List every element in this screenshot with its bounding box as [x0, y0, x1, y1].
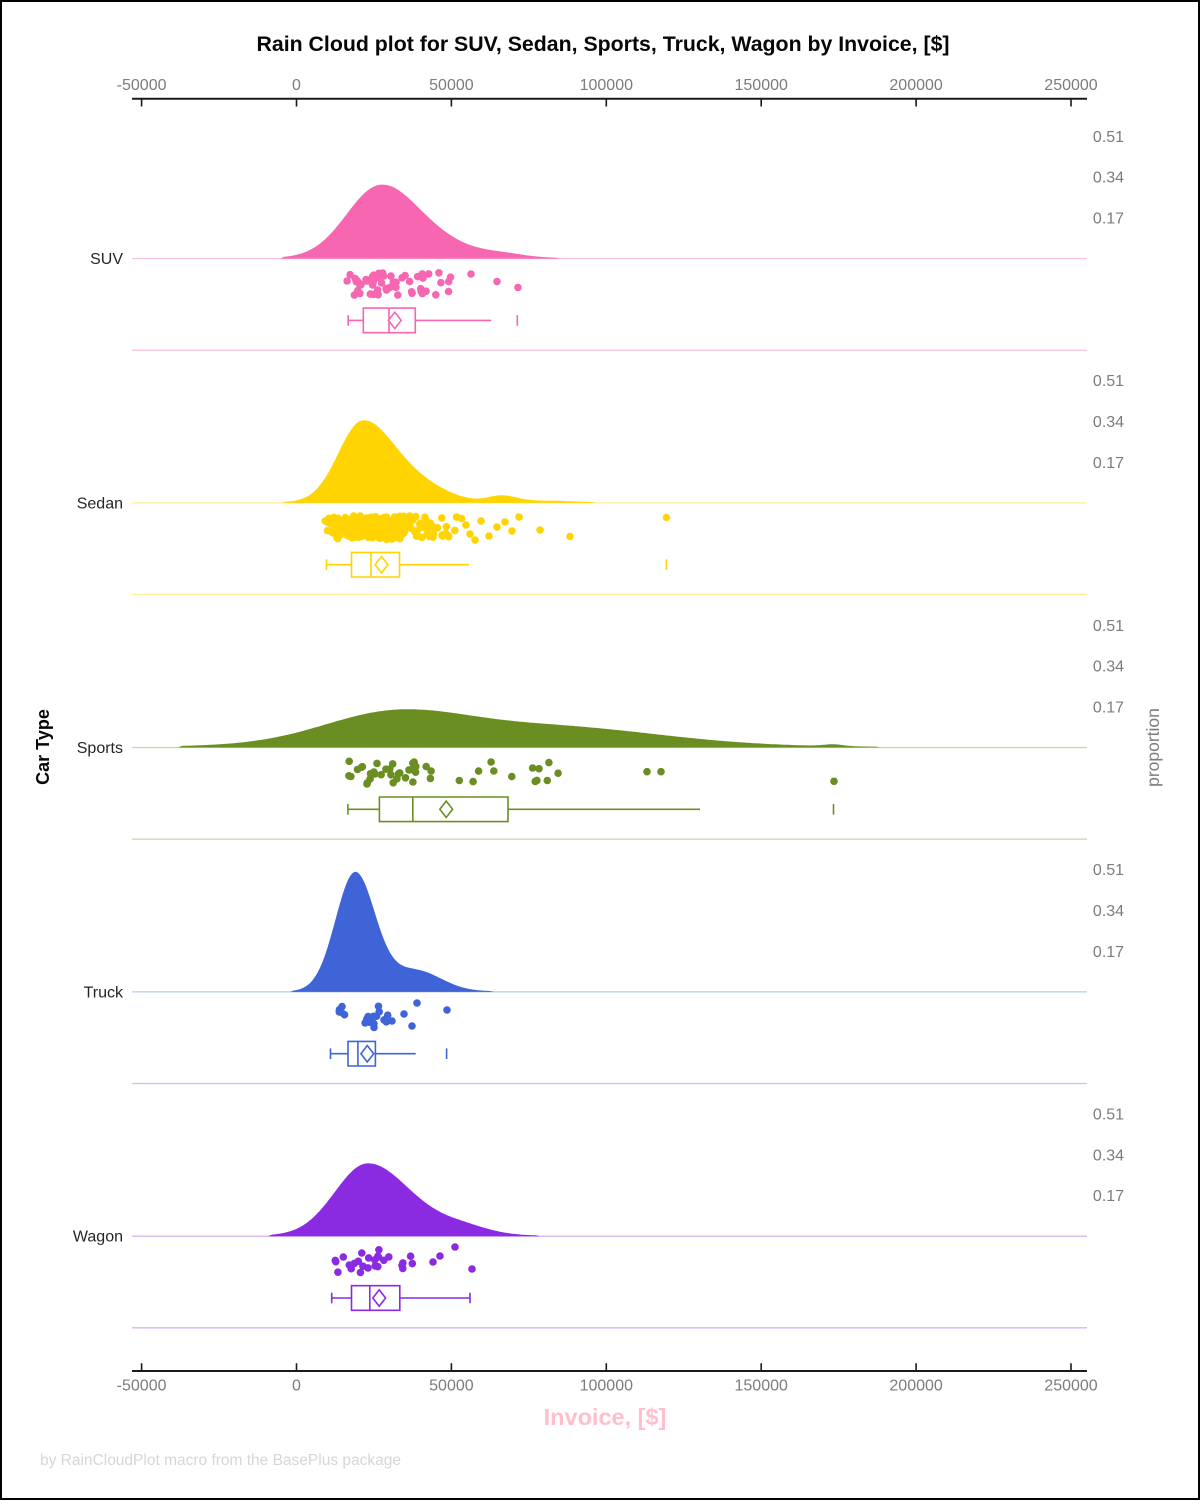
- svg-text:-50000: -50000: [117, 77, 167, 94]
- svg-text:0.17: 0.17: [1093, 211, 1124, 228]
- svg-text:0.51: 0.51: [1093, 862, 1124, 879]
- svg-text:proportion: proportion: [1143, 708, 1163, 787]
- svg-text:200000: 200000: [889, 1378, 942, 1395]
- svg-text:150000: 150000: [735, 1378, 788, 1395]
- svg-text:SUV: SUV: [90, 251, 123, 268]
- svg-text:0.34: 0.34: [1093, 170, 1124, 187]
- svg-text:Invoice, [$]: Invoice, [$]: [544, 1404, 667, 1430]
- svg-text:Car Type: Car Type: [33, 709, 53, 785]
- svg-text:0.17: 0.17: [1093, 944, 1124, 961]
- svg-text:150000: 150000: [735, 77, 788, 94]
- svg-text:Sports: Sports: [77, 740, 123, 757]
- svg-text:0: 0: [292, 1378, 301, 1395]
- svg-text:Wagon: Wagon: [73, 1229, 123, 1246]
- svg-text:0.51: 0.51: [1093, 129, 1124, 146]
- svg-text:250000: 250000: [1044, 77, 1097, 94]
- svg-text:0.17: 0.17: [1093, 1188, 1124, 1205]
- svg-text:0: 0: [292, 77, 301, 94]
- svg-text:100000: 100000: [580, 77, 633, 94]
- svg-text:0.17: 0.17: [1093, 699, 1124, 716]
- svg-text:by RainCloudPlot macro from th: by RainCloudPlot macro from the BasePlus…: [40, 1452, 401, 1469]
- svg-text:0.34: 0.34: [1093, 414, 1124, 431]
- svg-text:100000: 100000: [580, 1378, 633, 1395]
- svg-text:0.34: 0.34: [1093, 903, 1124, 920]
- svg-text:Truck: Truck: [84, 984, 124, 1001]
- svg-text:0.51: 0.51: [1093, 1107, 1124, 1124]
- svg-text:0.51: 0.51: [1093, 373, 1124, 390]
- svg-text:Rain Cloud plot for SUV, Sedan: Rain Cloud plot for SUV, Sedan, Sports, …: [256, 32, 949, 56]
- svg-text:Sedan: Sedan: [77, 495, 123, 512]
- svg-text:200000: 200000: [889, 77, 942, 94]
- svg-text:50000: 50000: [429, 1378, 474, 1395]
- svg-text:0.34: 0.34: [1093, 1147, 1124, 1164]
- svg-text:0.34: 0.34: [1093, 659, 1124, 676]
- svg-text:-50000: -50000: [117, 1378, 167, 1395]
- svg-text:50000: 50000: [429, 77, 474, 94]
- svg-text:0.51: 0.51: [1093, 618, 1124, 635]
- svg-text:0.17: 0.17: [1093, 455, 1124, 472]
- svg-text:250000: 250000: [1044, 1378, 1097, 1395]
